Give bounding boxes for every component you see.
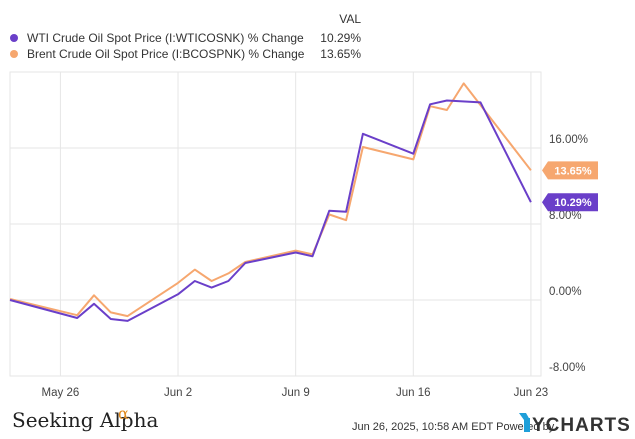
series-line-wti — [9, 99, 532, 322]
footer: Seeking Alpha α Jun 26, 2025, 10:58 AM E… — [12, 404, 631, 436]
end-label-wti: 10.29% — [542, 193, 598, 212]
end-labels: 10.29% 13.65% — [542, 161, 598, 212]
footer-timestamp: Jun 26, 2025, 10:58 AM EDT Powered by — [352, 421, 555, 433]
y-tick-label: 0.00% — [549, 286, 582, 298]
legend-brent-marker — [10, 50, 18, 58]
y-tick-label: 16.00% — [549, 134, 588, 146]
seeking-alpha-symbol: α — [118, 404, 129, 423]
legend-brent-label: Brent Crude Oil Spot Price (I:BCOSPNK) %… — [27, 47, 305, 61]
x-tick-label: Jun 9 — [282, 387, 310, 399]
ycharts-logo-icon — [519, 413, 530, 432]
legend-wti-label: WTI Crude Oil Spot Price (I:WTICOSNK) % … — [27, 31, 304, 45]
grid — [10, 72, 541, 377]
end-label-badge — [542, 161, 598, 180]
x-tick-label: May 26 — [42, 387, 80, 399]
x-tick-label: Jun 23 — [514, 387, 549, 399]
ycharts-logo: YCHARTS — [532, 415, 631, 436]
legend-wti-value: 10.29% — [320, 31, 361, 45]
seeking-alpha-logo: Seeking Alpha — [12, 408, 158, 432]
legend-header: VAL — [339, 12, 361, 26]
end-label-text: 10.29% — [554, 197, 592, 209]
end-label-brent: 13.65% — [542, 161, 598, 180]
legend: VAL WTI Crude Oil Spot Price (I:WTICOSNK… — [10, 12, 361, 61]
series-layer — [9, 82, 532, 322]
legend-brent-value: 13.65% — [320, 47, 361, 61]
y-tick-label: 8.00% — [549, 210, 582, 222]
end-label-badge — [542, 193, 598, 212]
y-tick-label: -8.00% — [549, 362, 585, 374]
series-line-brent — [9, 82, 532, 318]
x-tick-label: Jun 16 — [396, 387, 431, 399]
y-axis: 16.00% 8.00% 0.00% -8.00% — [549, 134, 588, 374]
x-tick-label: Jun 2 — [164, 387, 192, 399]
end-label-text: 13.65% — [554, 165, 592, 177]
x-axis: May 26 Jun 2 Jun 9 Jun 16 Jun 23 — [42, 387, 549, 399]
legend-wti-marker — [10, 34, 18, 42]
